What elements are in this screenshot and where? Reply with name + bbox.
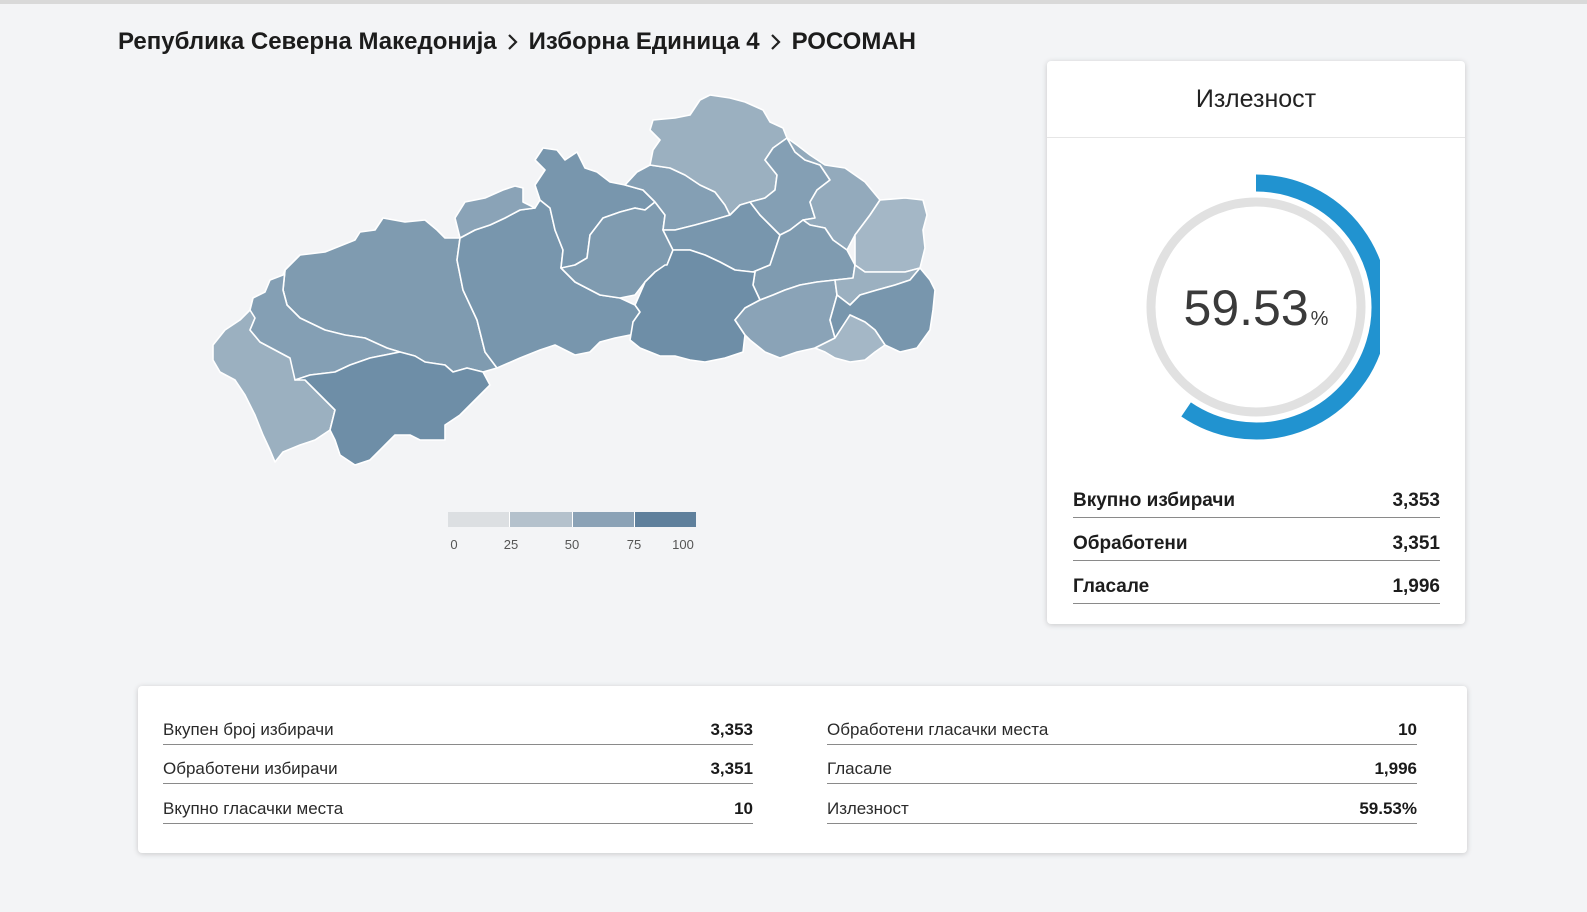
chevron-right-icon bbox=[507, 34, 518, 50]
summary-card: Вкупен број избирачи 3,353 Обработени из… bbox=[138, 686, 1467, 853]
summary-value: 3,353 bbox=[710, 719, 753, 739]
summary-row-processed-polling-stations: Обработени гласачки места 10 bbox=[827, 705, 1417, 745]
legend-ticks: 0 25 50 75 100 bbox=[448, 537, 696, 557]
top-divider bbox=[0, 0, 1587, 4]
legend-tick: 75 bbox=[626, 537, 642, 552]
gauge-arc bbox=[1181, 174, 1389, 440]
breadcrumb-municipality: РОСОМАН bbox=[791, 28, 916, 55]
map-region[interactable] bbox=[249, 269, 401, 381]
stat-label: Гласале bbox=[1073, 576, 1150, 597]
stat-row-processed: Обработени 3,351 bbox=[1073, 518, 1440, 561]
stat-value: 3,351 bbox=[1392, 533, 1440, 554]
stat-row-voted: Гласале 1,996 bbox=[1073, 561, 1440, 604]
gauge-track bbox=[1146, 197, 1366, 417]
summary-column-right: Обработени гласачки места 10 Гласале 1,9… bbox=[827, 705, 1417, 824]
map-svg bbox=[212, 94, 936, 466]
legend-swatch bbox=[510, 512, 573, 527]
map-legend: 0 25 50 75 100 bbox=[448, 512, 696, 557]
map-region[interactable] bbox=[629, 249, 761, 363]
legend-tick: 25 bbox=[503, 537, 519, 552]
summary-label: Вкупно гласачки места bbox=[163, 798, 344, 818]
summary-row-total-voters: Вкупен број избирачи 3,353 bbox=[163, 705, 753, 745]
map-region[interactable] bbox=[294, 351, 491, 466]
legend-color-scale bbox=[448, 512, 696, 527]
stat-label: Обработени bbox=[1073, 533, 1188, 554]
breadcrumb: Република Северна Македонија Изборна Еди… bbox=[118, 28, 916, 56]
summary-label: Излезност bbox=[827, 798, 909, 818]
summary-value: 10 bbox=[734, 798, 753, 818]
percent-unit: % bbox=[1310, 308, 1329, 330]
gauge-readout: 59.53% bbox=[1132, 279, 1380, 337]
breadcrumb-electoral-unit[interactable]: Изборна Единица 4 bbox=[528, 28, 760, 55]
map-region[interactable] bbox=[454, 185, 536, 239]
legend-swatch bbox=[572, 512, 635, 527]
stat-value: 3,353 bbox=[1392, 490, 1440, 511]
turnout-stats: Вкупно избирачи 3,353 Обработени 3,351 Г… bbox=[1073, 475, 1440, 604]
map-region[interactable] bbox=[814, 314, 886, 363]
chevron-right-icon bbox=[770, 34, 781, 50]
turnout-card: Излезност 59.53% Вкупно избирачи 3,353 О… bbox=[1047, 61, 1465, 624]
summary-value: 1,996 bbox=[1374, 759, 1417, 778]
summary-label: Вкупен број избирачи bbox=[163, 719, 334, 739]
summary-row-turnout: Излезност 59.53% bbox=[827, 784, 1417, 824]
legend-tick: 100 bbox=[672, 537, 694, 552]
summary-label: Обработени гласачки места bbox=[827, 719, 1049, 739]
legend-swatch bbox=[634, 512, 696, 527]
summary-column-left: Вкупен број избирачи 3,353 Обработени из… bbox=[163, 705, 753, 824]
stat-label: Вкупно избирачи bbox=[1073, 490, 1236, 511]
stat-value: 1,996 bbox=[1392, 576, 1440, 597]
summary-label: Гласале bbox=[827, 759, 892, 778]
breadcrumb-country[interactable]: Република Северна Македонија bbox=[118, 28, 497, 55]
legend-tick: 0 bbox=[450, 537, 458, 552]
summary-row-processed-voters: Обработени избирачи 3,351 bbox=[163, 745, 753, 784]
summary-value: 59.53% bbox=[1359, 798, 1417, 818]
summary-value: 10 bbox=[1398, 719, 1417, 739]
turnout-map bbox=[205, 90, 945, 475]
summary-row-total-polling-stations: Вкупно гласачки места 10 bbox=[163, 784, 753, 824]
legend-tick: 50 bbox=[564, 537, 580, 552]
summary-label: Обработени избирачи bbox=[163, 759, 338, 778]
turnout-card-title: Излезност bbox=[1047, 61, 1465, 138]
stat-row-total-voters: Вкупно избирачи 3,353 bbox=[1073, 475, 1440, 518]
summary-value: 3,351 bbox=[710, 759, 753, 778]
gauge-svg bbox=[1146, 174, 1389, 440]
summary-row-voted: Гласале 1,996 bbox=[827, 745, 1417, 784]
turnout-gauge: 59.53% bbox=[1132, 161, 1389, 461]
legend-swatch bbox=[448, 512, 511, 527]
turnout-percentage: 59.53 bbox=[1183, 280, 1309, 336]
